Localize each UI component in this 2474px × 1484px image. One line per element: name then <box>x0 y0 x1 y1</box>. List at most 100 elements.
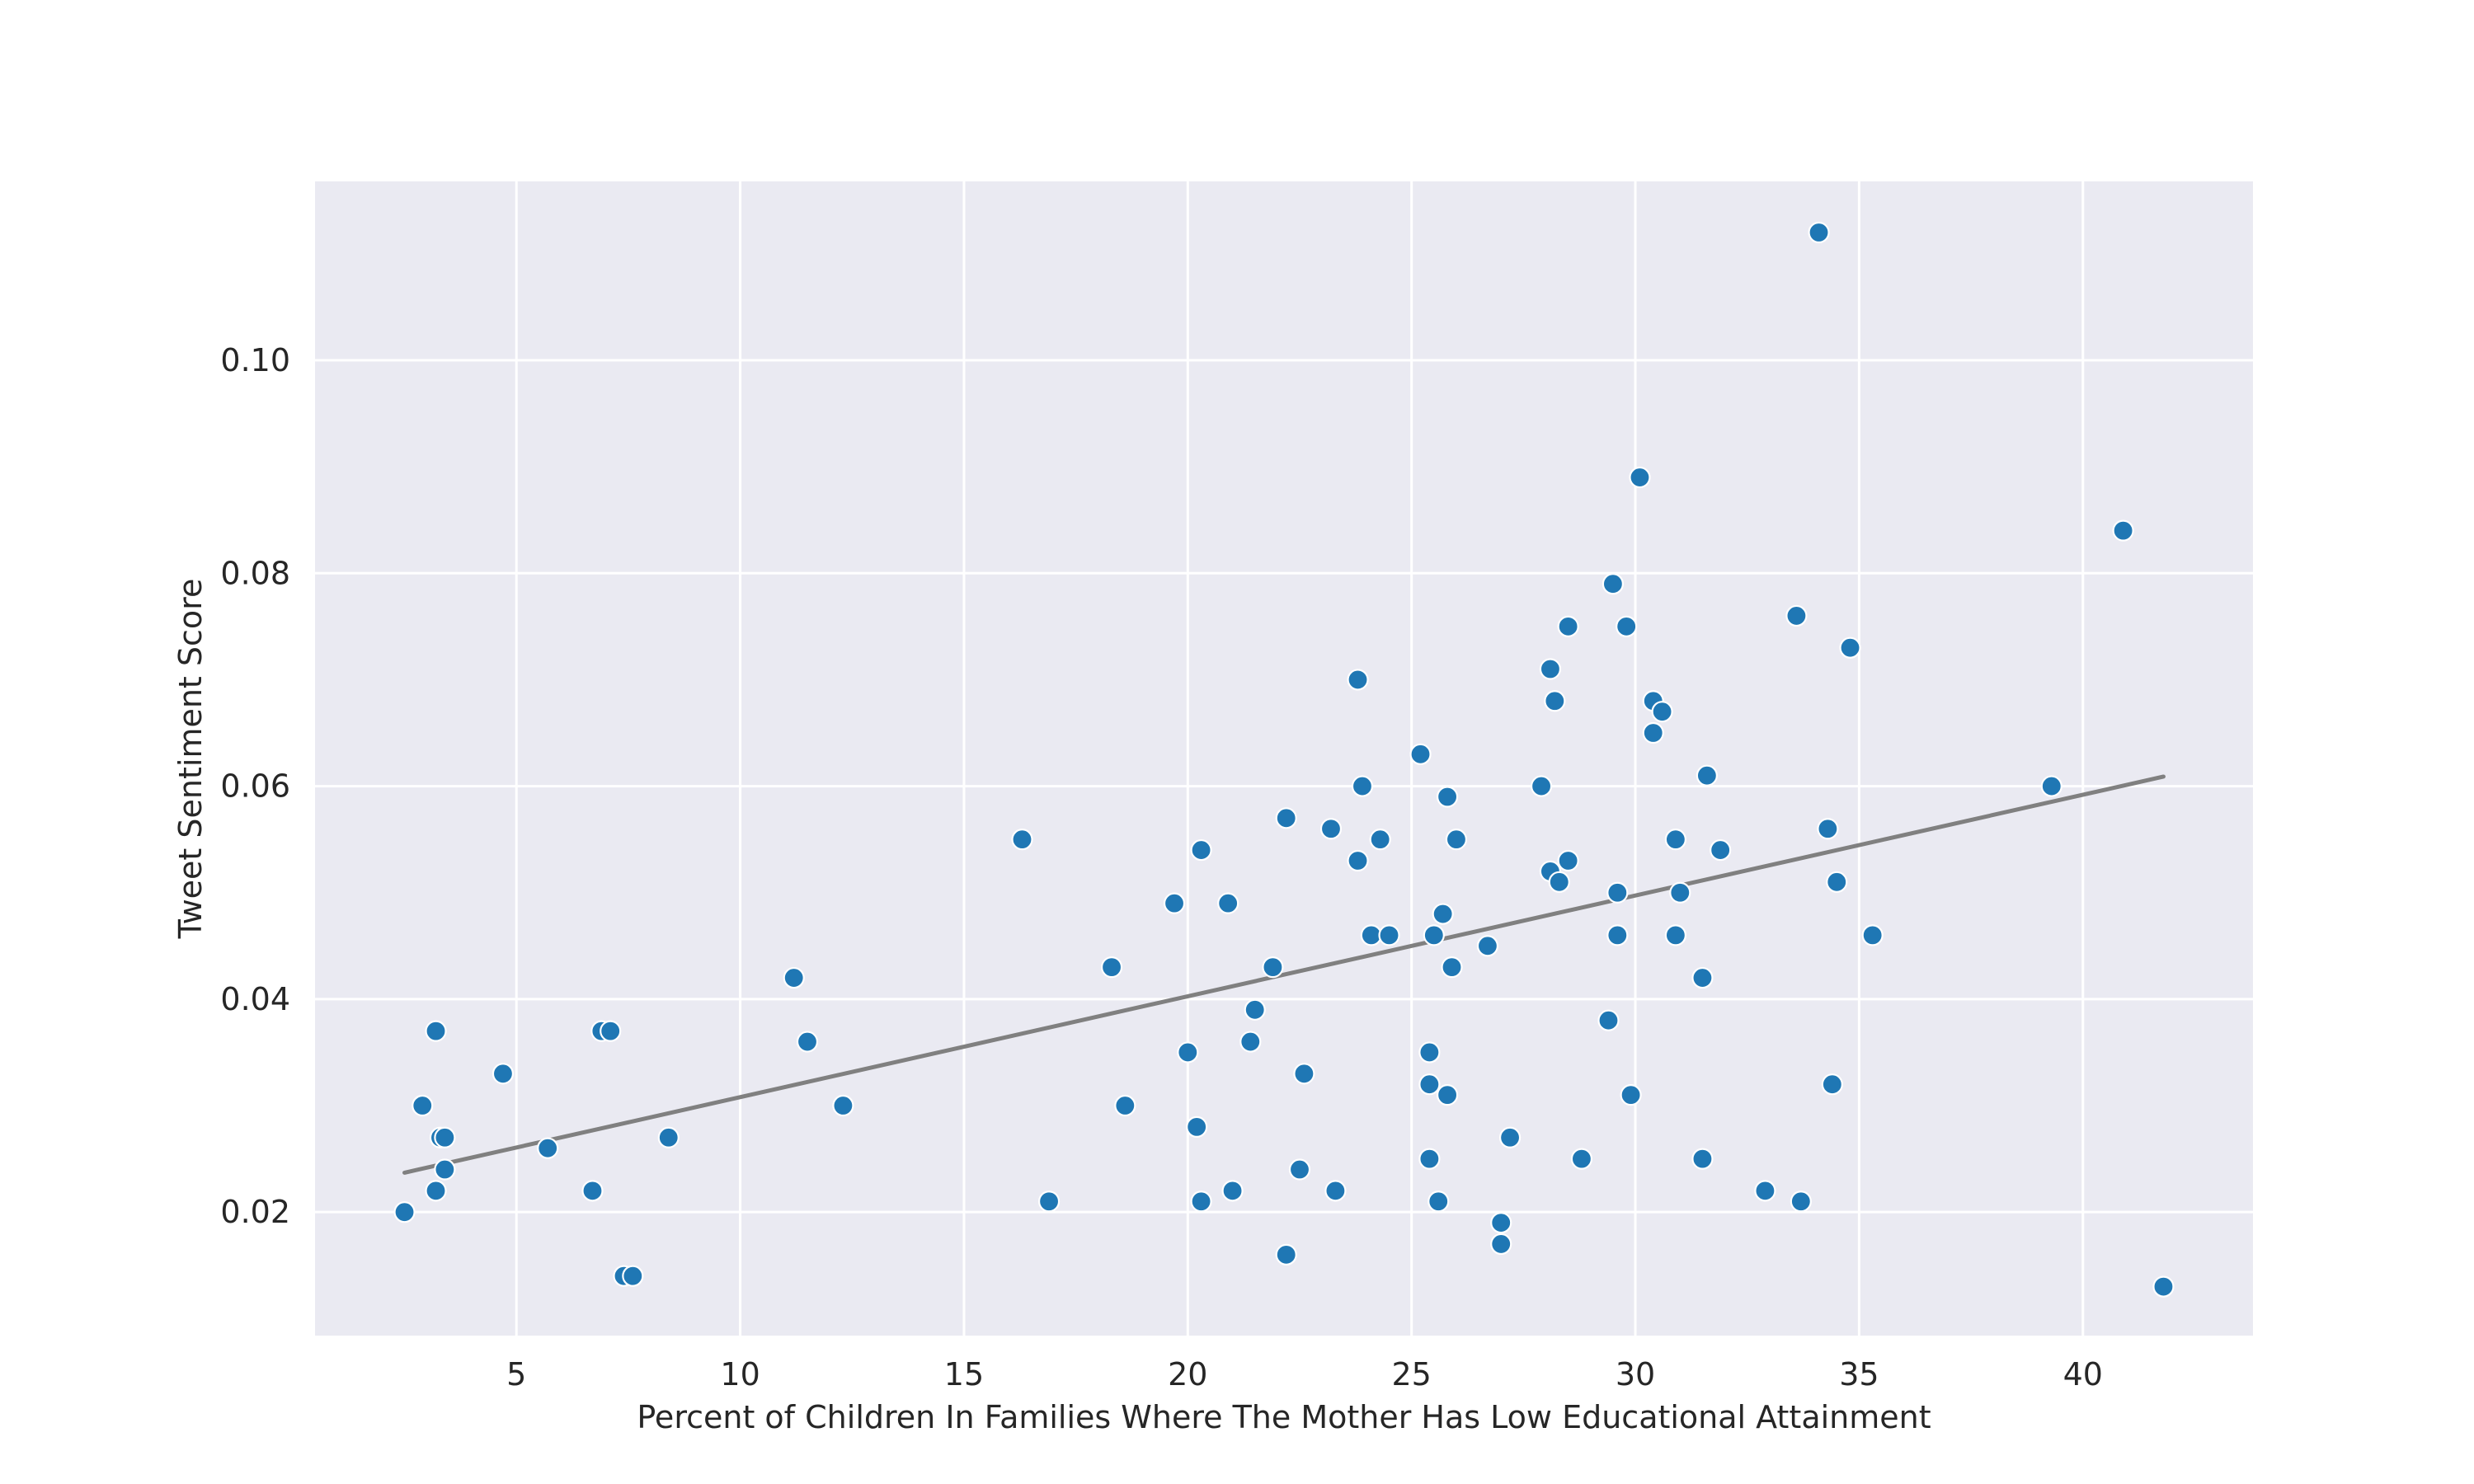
data-point <box>1360 924 1382 946</box>
data-point <box>1436 786 1459 808</box>
data-point <box>1602 573 1625 595</box>
data-point <box>1620 1084 1642 1106</box>
data-point <box>1754 1180 1776 1202</box>
data-point <box>1190 1190 1212 1213</box>
y-tick-label: 0.06 <box>220 768 290 805</box>
data-point <box>1347 669 1369 691</box>
data-point <box>1217 892 1239 914</box>
data-point <box>1427 1190 1450 1213</box>
data-point <box>1826 871 1848 893</box>
data-point <box>2152 1275 2175 1298</box>
data-point <box>1548 871 1570 893</box>
data-point <box>1037 1190 1061 1213</box>
data-point <box>796 1031 819 1053</box>
data-point <box>412 1094 434 1117</box>
data-point <box>1710 838 1732 862</box>
data-point <box>1221 1180 1244 1202</box>
data-point <box>1530 775 1553 797</box>
data-point <box>393 1201 416 1223</box>
y-tick-label: 0.08 <box>220 555 290 591</box>
data-point <box>1432 903 1454 925</box>
data-point <box>1177 1041 1199 1064</box>
data-point <box>2112 519 2134 542</box>
x-tick-label: 25 <box>1391 1356 1431 1392</box>
data-point <box>1616 615 1638 637</box>
data-point <box>1324 1180 1347 1202</box>
data-point <box>1275 1243 1297 1266</box>
data-point <box>434 1126 456 1148</box>
data-point <box>1790 1190 1812 1213</box>
data-point <box>1664 924 1686 946</box>
data-points <box>393 221 2175 1298</box>
data-point <box>1557 849 1579 872</box>
data-point <box>492 1063 515 1085</box>
data-point <box>1606 924 1629 946</box>
data-point <box>1696 764 1718 787</box>
x-axis-label: Percent of Children In Families Where Th… <box>637 1399 1931 1435</box>
data-point <box>1114 1094 1136 1117</box>
data-point <box>622 1265 644 1287</box>
data-point <box>1544 690 1566 712</box>
data-point <box>1436 1084 1459 1106</box>
data-point <box>1293 1063 1315 1085</box>
data-point <box>1369 829 1391 851</box>
x-tick-label: 35 <box>1839 1356 1879 1392</box>
data-point <box>1808 221 1830 244</box>
data-point <box>1664 829 1686 851</box>
data-point <box>1011 829 1033 851</box>
data-point <box>1785 604 1808 627</box>
data-point <box>425 1020 447 1042</box>
y-tick-label: 0.10 <box>220 342 290 378</box>
x-tick-labels: 5 10 15 20 25 30 35 40 <box>506 1356 2103 1392</box>
x-tick-label: 40 <box>2063 1356 2103 1392</box>
data-point <box>1441 956 1463 979</box>
data-point <box>1629 466 1651 489</box>
data-point <box>1190 838 1212 862</box>
data-point <box>537 1137 559 1159</box>
data-point <box>1570 1148 1593 1170</box>
data-point <box>1691 1148 1714 1170</box>
data-point <box>581 1180 604 1202</box>
data-point <box>1163 892 1186 914</box>
trend-line <box>402 774 2166 1175</box>
data-point <box>1839 636 1861 659</box>
data-point <box>1861 924 1884 946</box>
data-point <box>832 1094 854 1117</box>
data-point <box>1557 615 1579 637</box>
data-point <box>1490 1211 1512 1234</box>
data-point <box>1244 998 1266 1021</box>
data-point <box>1669 881 1691 904</box>
data-point <box>1409 743 1432 765</box>
y-axis-label: Tweet Sentiment Score <box>172 579 209 940</box>
data-point <box>1490 1233 1512 1256</box>
x-tick-label: 5 <box>506 1356 526 1392</box>
data-point <box>1597 1009 1620 1031</box>
data-point <box>1275 807 1297 829</box>
data-point <box>1319 818 1343 840</box>
y-tick-labels: 0.02 0.04 0.06 0.08 0.10 <box>220 342 290 1230</box>
data-point <box>1445 829 1468 851</box>
plot-background <box>315 181 2253 1336</box>
data-point <box>1418 1148 1441 1170</box>
data-point <box>1288 1158 1311 1181</box>
trendline-group <box>402 774 2166 1175</box>
data-point <box>1642 721 1664 744</box>
data-point <box>1418 1073 1441 1096</box>
data-point <box>1239 1031 1262 1053</box>
x-tick-label: 20 <box>1168 1356 1207 1392</box>
data-point <box>1498 1126 1522 1148</box>
x-tick-label: 30 <box>1616 1356 1655 1392</box>
x-tick-label: 15 <box>944 1356 984 1392</box>
y-tick-label: 0.04 <box>220 981 290 1017</box>
data-point <box>1691 966 1714 989</box>
data-point <box>1476 935 1499 957</box>
data-point <box>1186 1115 1208 1138</box>
data-point <box>1418 1041 1441 1064</box>
data-point <box>1423 924 1445 946</box>
data-point <box>1821 1073 1843 1096</box>
data-point <box>600 1020 622 1042</box>
x-tick-label: 10 <box>720 1356 760 1392</box>
data-point <box>1539 658 1562 680</box>
data-point <box>1347 849 1369 872</box>
data-point <box>1378 924 1400 946</box>
